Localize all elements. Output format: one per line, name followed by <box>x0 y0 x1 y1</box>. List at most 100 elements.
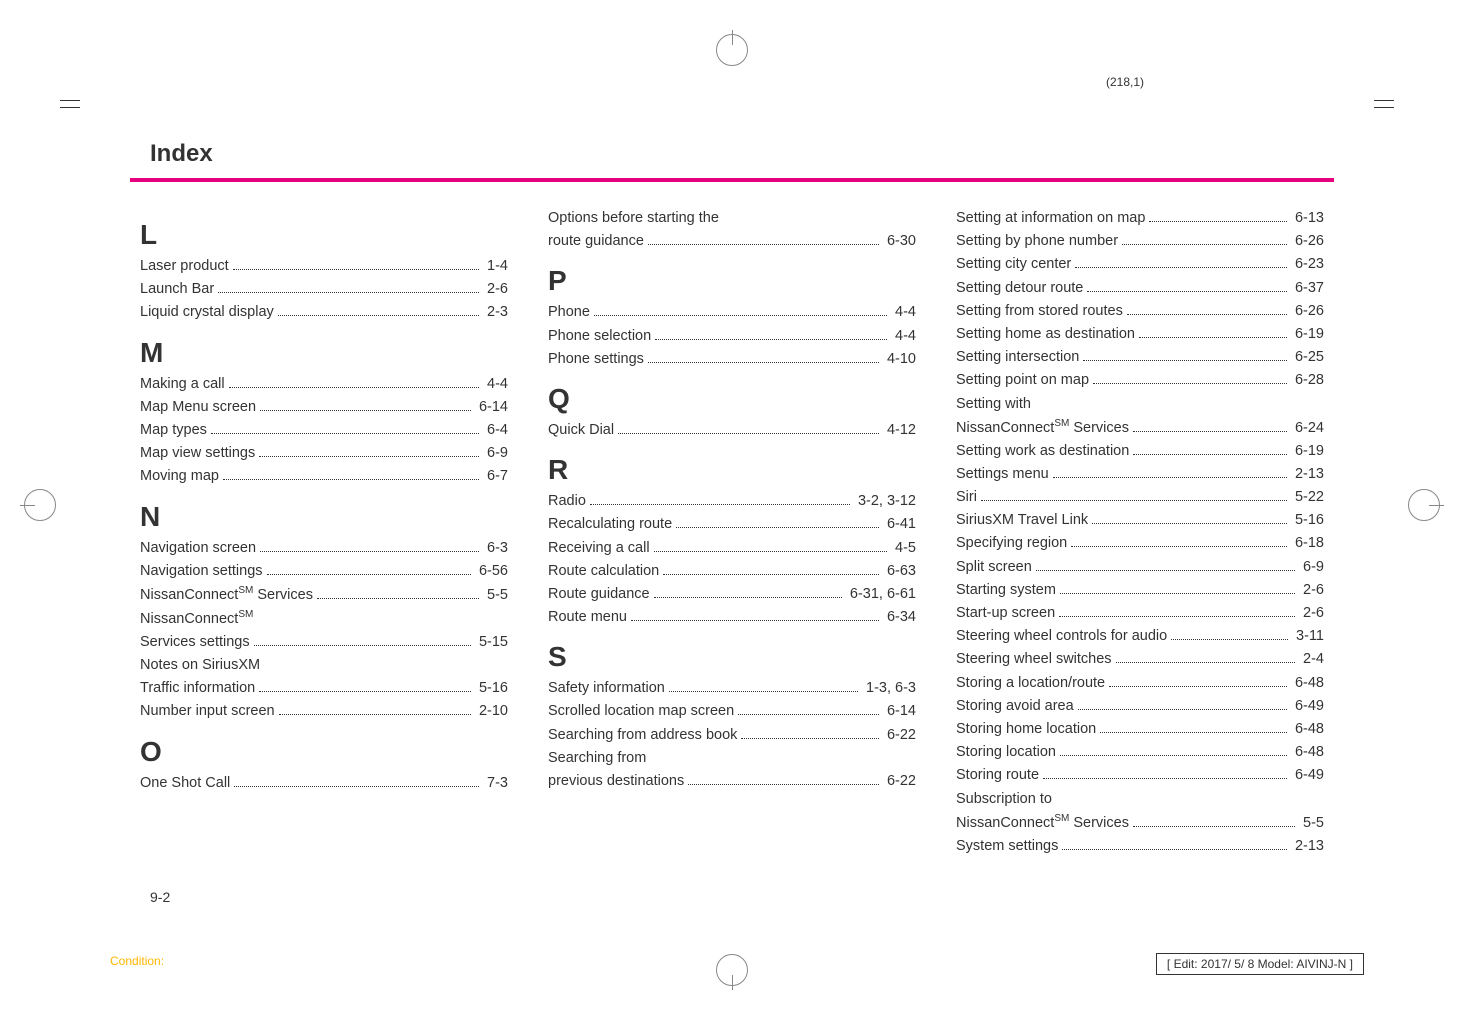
crop-mark-bottom <box>712 950 752 990</box>
index-entry-page: 5-5 <box>1299 812 1324 835</box>
index-entry-label: Searching from address book <box>548 724 737 747</box>
index-entry-label: Specifying region <box>956 532 1067 555</box>
index-leader-dots <box>1060 755 1287 756</box>
index-leader-dots <box>590 504 850 505</box>
index-columns: LLaser product1-4Launch Bar2-6Liquid cry… <box>100 207 1364 858</box>
index-entry: NissanConnectSM Services6-24 <box>956 416 1324 440</box>
index-entry-label: Storing avoid area <box>956 695 1074 718</box>
index-entry-label: Radio <box>548 490 586 513</box>
index-entry-page: 6-63 <box>883 560 916 583</box>
trim-mark <box>1374 100 1394 101</box>
index-entry-label: Setting from stored routes <box>956 300 1123 323</box>
index-entry: Safety information1-3, 6-3 <box>548 677 916 700</box>
index-entry-page: 3-2, 3-12 <box>854 490 916 513</box>
page-header: Index <box>100 140 1364 168</box>
index-entry-page: 6-30 <box>883 230 916 253</box>
index-entry-label: Liquid crystal display <box>140 301 274 324</box>
index-entry-page: 6-56 <box>475 560 508 583</box>
index-entry-page: 4-4 <box>483 373 508 396</box>
index-entry-page: 6-14 <box>883 700 916 723</box>
index-leader-dots <box>1127 314 1287 315</box>
trim-mark <box>1374 107 1394 108</box>
section-letter-L: L <box>140 219 508 251</box>
index-entry-page: 6-7 <box>483 465 508 488</box>
index-entry: Radio 3-2, 3-12 <box>548 490 916 513</box>
index-entry: Receiving a call4-5 <box>548 537 916 560</box>
index-entry-label: System settings <box>956 835 1058 858</box>
index-leader-dots <box>1075 267 1287 268</box>
index-leader-dots <box>1087 291 1287 292</box>
index-leader-dots <box>1053 477 1287 478</box>
index-entry: Map view settings6-9 <box>140 442 508 465</box>
index-entry: Setting detour route6-37 <box>956 277 1324 300</box>
index-entry: One Shot Call7-3 <box>140 772 508 795</box>
index-entry: Setting by phone number6-26 <box>956 230 1324 253</box>
index-entry: Specifying region6-18 <box>956 532 1324 555</box>
index-entry: Setting city center6-23 <box>956 253 1324 276</box>
index-entry-label: Making a call <box>140 373 225 396</box>
column-2: Options before starting theroute guidanc… <box>548 207 916 858</box>
index-entry-label: Phone settings <box>548 348 644 371</box>
index-leader-dots <box>1116 662 1295 663</box>
index-entry-label: Moving map <box>140 465 219 488</box>
trim-mark <box>60 100 80 101</box>
index-leader-dots <box>663 574 879 575</box>
crop-mark-top <box>712 30 752 70</box>
index-entry: Storing route6-49 <box>956 764 1324 787</box>
index-entry-label: Recalculating route <box>548 513 672 536</box>
index-entry: Searching from address book6-22 <box>548 724 916 747</box>
index-entry: route guidance6-30 <box>548 230 916 253</box>
index-entry-label: Siri <box>956 486 977 509</box>
index-entry-label: Route menu <box>548 606 627 629</box>
index-entry-page: 6-34 <box>883 606 916 629</box>
index-leader-dots <box>669 691 858 692</box>
index-entry-page: 6-26 <box>1291 300 1324 323</box>
index-leader-dots <box>1171 639 1288 640</box>
index-entry: Recalculating route6-41 <box>548 513 916 536</box>
index-entry: Making a call 4-4 <box>140 373 508 396</box>
index-entry-page: 6-25 <box>1291 346 1324 369</box>
index-entry-page: 6-49 <box>1291 695 1324 718</box>
index-entry: Phone4-4 <box>548 301 916 324</box>
index-entry-label: Setting at information on map <box>956 207 1145 230</box>
index-entry-label: Split screen <box>956 556 1032 579</box>
index-leader-dots <box>648 362 879 363</box>
index-entry: Setting at information on map6-13 <box>956 207 1324 230</box>
index-leader-dots <box>1149 221 1287 222</box>
index-entry-label: Phone selection <box>548 325 651 348</box>
index-entry-page: 2-4 <box>1299 648 1324 671</box>
crop-mark-right <box>1404 485 1444 525</box>
section-letter-P: P <box>548 265 916 297</box>
index-entry-label: Number input screen <box>140 700 275 723</box>
index-leader-dots <box>260 410 471 411</box>
index-entry-label: Notes on SiriusXM <box>140 654 508 677</box>
index-leader-dots <box>1062 849 1287 850</box>
index-entry: Quick Dial4-12 <box>548 419 916 442</box>
index-leader-dots <box>631 620 879 621</box>
index-entry-label: Launch Bar <box>140 278 214 301</box>
index-entry: Phone selection4-4 <box>548 325 916 348</box>
index-entry: Navigation settings6-56 <box>140 560 508 583</box>
index-leader-dots <box>1092 523 1287 524</box>
index-leader-dots <box>1100 732 1287 733</box>
index-entry-page: 2-10 <box>475 700 508 723</box>
index-entry: Phone settings4-10 <box>548 348 916 371</box>
index-entry-label: Setting by phone number <box>956 230 1118 253</box>
section-letter-O: O <box>140 736 508 768</box>
index-entry-page: 6-48 <box>1291 718 1324 741</box>
index-leader-dots <box>279 714 471 715</box>
index-entry-label: Map view settings <box>140 442 255 465</box>
index-entry-label: Scrolled location map screen <box>548 700 734 723</box>
index-entry-label: Phone <box>548 301 590 324</box>
section-letter-S: S <box>548 641 916 673</box>
index-entry-label: Route guidance <box>548 583 650 606</box>
edit-info-box: [ Edit: 2017/ 5/ 8 Model: AIVINJ-N ] <box>1156 953 1364 975</box>
index-leader-dots <box>1043 778 1287 779</box>
index-leader-dots <box>229 387 479 388</box>
condition-label: Condition: <box>110 954 164 968</box>
index-entry-page: 1-3, 6-3 <box>862 677 916 700</box>
index-entry-label: Laser product <box>140 255 229 278</box>
index-entry-label: Map types <box>140 419 207 442</box>
index-entry-label: Setting with <box>956 393 1324 416</box>
index-leader-dots <box>233 269 479 270</box>
